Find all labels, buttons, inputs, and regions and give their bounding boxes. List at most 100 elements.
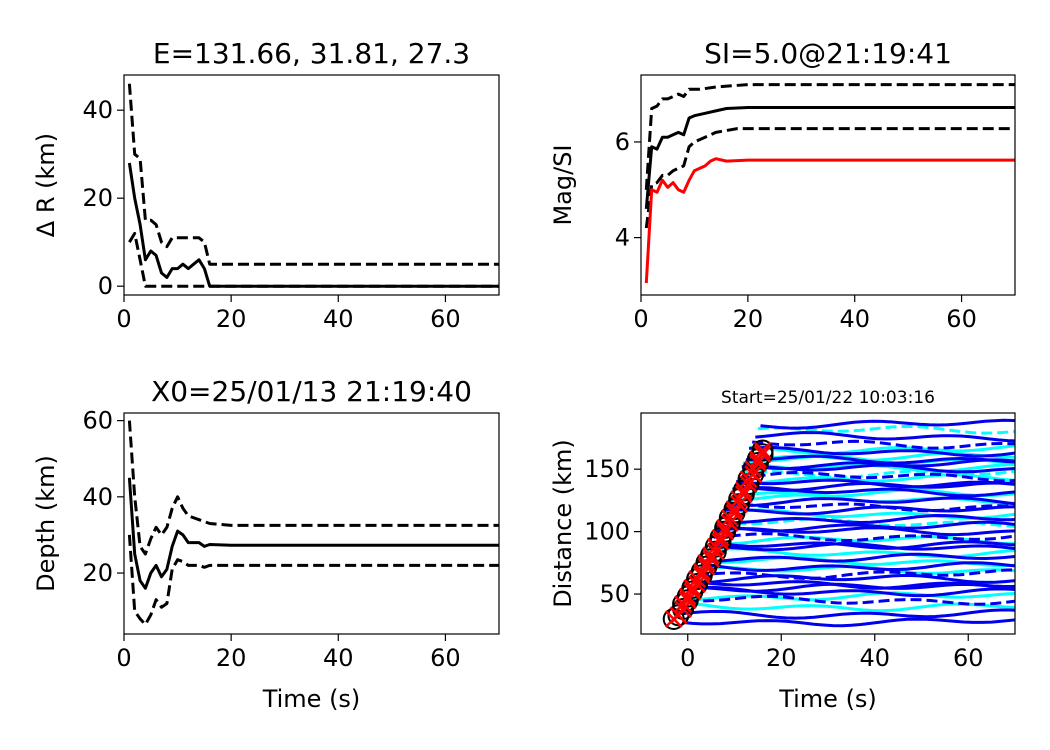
blue-trace-8 bbox=[697, 568, 1015, 580]
blue-trace-17 bbox=[724, 505, 1015, 516]
plot-area bbox=[127, 420, 499, 626]
blue-trace-30 bbox=[760, 418, 1015, 430]
x-tick-label: 60 bbox=[946, 305, 977, 333]
chart-title: Start=25/01/22 10:03:16 bbox=[721, 388, 935, 408]
axes-frame bbox=[123, 412, 500, 635]
blue-trace-19 bbox=[728, 496, 1015, 507]
blue-trace-12 bbox=[710, 540, 1015, 550]
pick-cross-9 bbox=[688, 575, 706, 593]
y-tick-label: 20 bbox=[82, 559, 113, 587]
y-tick-label: 4 bbox=[615, 224, 630, 252]
pick-cross-23 bbox=[720, 513, 739, 532]
chart-title: E=131.66, 31.81, 27.3 bbox=[153, 37, 470, 70]
blue-trace-29 bbox=[755, 430, 1015, 443]
cyan-trace-2 bbox=[688, 591, 1015, 602]
blue-trace-22 bbox=[735, 478, 1015, 489]
pick-cross-11 bbox=[692, 566, 711, 585]
y-axis-label: Mag/SI bbox=[549, 144, 577, 225]
pick-cross-3 bbox=[674, 600, 692, 618]
series-line-3 bbox=[644, 127, 1015, 229]
blue-trace-28 bbox=[752, 439, 1015, 450]
x-tick-label: 60 bbox=[953, 644, 984, 672]
pick-cross-38 bbox=[753, 441, 772, 460]
y-tick-label: 0 bbox=[98, 272, 113, 300]
blue-trace-2 bbox=[682, 608, 1015, 620]
y-tick-label: 100 bbox=[584, 518, 630, 546]
x-tick-label: 40 bbox=[323, 305, 354, 333]
x-tick-label: 40 bbox=[323, 644, 354, 672]
axes-frame bbox=[640, 74, 1016, 296]
blue-trace-18 bbox=[726, 501, 1015, 513]
series-line-2 bbox=[127, 420, 499, 556]
blue-trace-15 bbox=[717, 520, 1015, 533]
blue-trace-27 bbox=[748, 445, 1015, 458]
chart-title: SI=5.0@21:19:41 bbox=[704, 37, 952, 70]
series-line-1 bbox=[127, 477, 499, 590]
plot-area bbox=[644, 83, 1015, 284]
blue-trace-23 bbox=[738, 470, 1015, 483]
blue-trace-1 bbox=[682, 617, 1015, 628]
series-line-1 bbox=[127, 162, 499, 288]
blue-trace-11 bbox=[708, 541, 1015, 552]
blue-trace-13 bbox=[713, 532, 1015, 543]
pick-cross-5 bbox=[678, 591, 697, 610]
x-tick-label: 20 bbox=[216, 305, 247, 333]
axes-frame bbox=[123, 74, 500, 296]
y-axis-label: Distance (km) bbox=[549, 439, 577, 608]
axes-frame bbox=[640, 412, 1016, 635]
pick-cross-33 bbox=[744, 465, 763, 484]
y-tick-label: 6 bbox=[615, 128, 630, 156]
blue-trace-26 bbox=[745, 454, 1015, 465]
pick-cross-27 bbox=[730, 495, 749, 514]
x-tick-label: 20 bbox=[733, 305, 764, 333]
pick-cross-37 bbox=[753, 445, 772, 464]
y-tick-label: 60 bbox=[82, 407, 113, 435]
chart-panel-2: 0 20 40 60 4 6 SI=5.0@21:19:41 Mag/SI bbox=[549, 37, 1016, 333]
x-axis-label: Time (s) bbox=[262, 685, 361, 713]
x-tick-label: 0 bbox=[680, 644, 695, 672]
blue-trace-16 bbox=[720, 513, 1015, 525]
y-tick-label: 40 bbox=[82, 96, 113, 124]
chart-panel-3: 0 20 40 60 20 40 60 X0=25/01/13 21:19:40 Depth (… bbox=[32, 375, 500, 713]
blue-trace-10 bbox=[704, 552, 1015, 563]
pick-cross-21 bbox=[716, 522, 735, 541]
x-tick-label: 0 bbox=[633, 305, 648, 333]
pick-circle-38 bbox=[751, 439, 774, 462]
x-tick-label: 0 bbox=[116, 644, 131, 672]
y-axis-label: Depth (km) bbox=[32, 455, 60, 592]
x-tick-label: 60 bbox=[430, 305, 461, 333]
x-tick-label: 20 bbox=[766, 644, 797, 672]
x-axis-label: Time (s) bbox=[778, 685, 877, 713]
series-line-1 bbox=[644, 106, 1015, 210]
y-tick-label: 40 bbox=[82, 483, 113, 511]
cyan-trace-18 bbox=[757, 424, 1015, 435]
y-axis-label: Δ R (km) bbox=[32, 133, 60, 237]
series-line-2 bbox=[127, 83, 499, 266]
x-tick-label: 40 bbox=[839, 305, 870, 333]
x-tick-label: 60 bbox=[430, 644, 461, 672]
blue-trace-9 bbox=[701, 561, 1015, 572]
pick-cross-19 bbox=[711, 532, 730, 551]
x-tick-label: 40 bbox=[859, 644, 890, 672]
plot-area bbox=[127, 83, 499, 288]
pick-cross-17 bbox=[706, 542, 725, 561]
x-tick-label: 20 bbox=[216, 644, 247, 672]
y-tick-label: 50 bbox=[599, 580, 630, 608]
blue-trace-7 bbox=[696, 574, 1015, 585]
series-line-3 bbox=[128, 231, 499, 288]
blue-trace-6 bbox=[693, 580, 1015, 590]
series-line-3 bbox=[127, 534, 499, 626]
pick-cross-29 bbox=[734, 485, 753, 504]
plot-area bbox=[682, 418, 1015, 628]
series-line-4 bbox=[644, 157, 1015, 284]
blue-trace-3 bbox=[687, 594, 1015, 606]
y-tick-label: 150 bbox=[584, 455, 630, 483]
pick-cross-35 bbox=[748, 454, 767, 472]
chart-title: X0=25/01/13 21:19:40 bbox=[151, 375, 472, 408]
cyan-trace-17 bbox=[750, 444, 1015, 456]
x-tick-label: 0 bbox=[116, 305, 131, 333]
pick-cross-31 bbox=[739, 475, 758, 494]
pick-cross-25 bbox=[725, 504, 744, 522]
chart-panel-1: 0 20 40 60 0 20 40 E=131.66, 31.81, 27.3 Δ R (km… bbox=[32, 37, 500, 333]
